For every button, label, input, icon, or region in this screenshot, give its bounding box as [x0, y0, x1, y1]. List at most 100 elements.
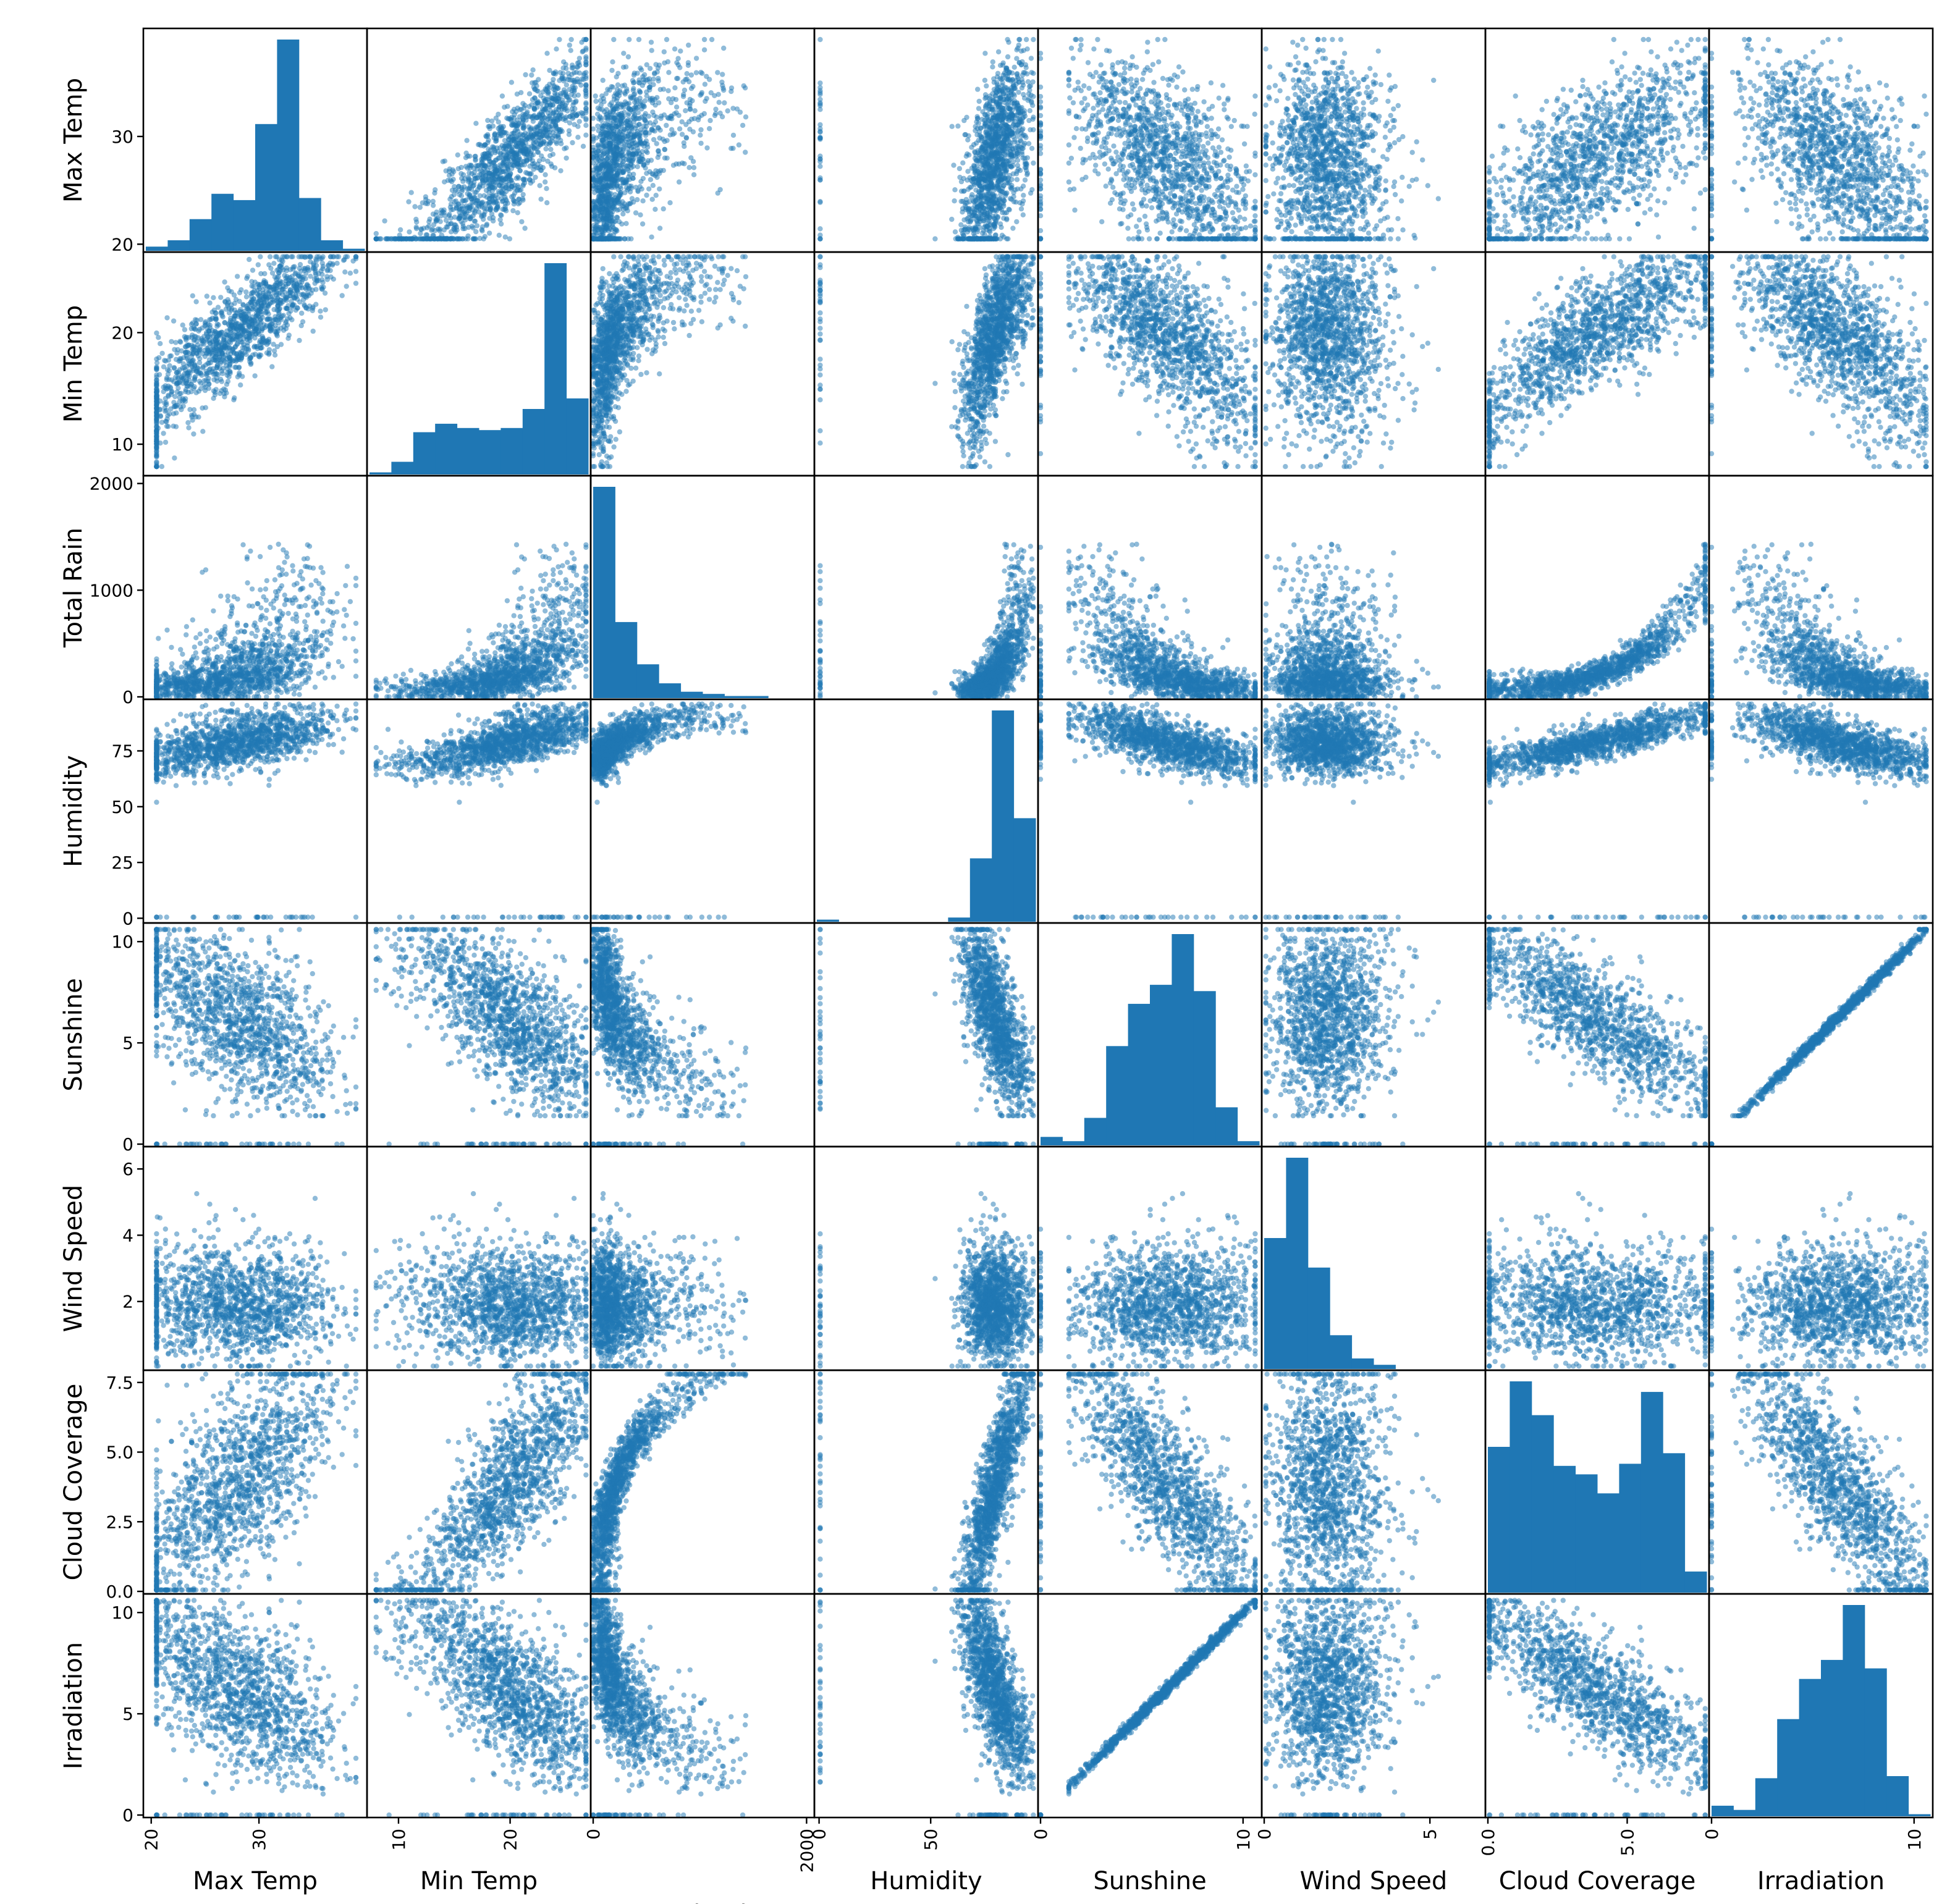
scatter-point	[688, 107, 693, 112]
scatter-point	[1016, 90, 1021, 95]
scatter-point	[1095, 37, 1100, 42]
scatter-point	[460, 221, 465, 226]
scatter-point	[628, 107, 633, 112]
scatter-point	[492, 135, 497, 140]
scatter-point	[1000, 88, 1005, 93]
scatter-point	[698, 133, 703, 138]
scatter-point	[628, 236, 633, 241]
scatter-point	[528, 171, 533, 176]
scatter-point	[442, 159, 447, 164]
scatter-point	[466, 225, 471, 230]
scatter-point	[615, 82, 620, 87]
scatter-point	[611, 225, 616, 230]
scatter-point	[606, 117, 610, 122]
scatter-point	[1209, 116, 1214, 120]
scatter-point	[1237, 227, 1242, 232]
scatter-point	[817, 107, 822, 112]
scatter-point	[709, 37, 714, 42]
scatter-point	[496, 149, 500, 154]
scatter-point	[509, 117, 513, 122]
scatter-point	[668, 132, 673, 137]
scatter-point	[615, 96, 620, 101]
scatter-point	[502, 138, 507, 143]
scatter-point	[731, 133, 736, 138]
scatter-point	[1188, 126, 1193, 131]
scatter-point	[979, 236, 984, 241]
scatter-point	[1222, 101, 1227, 106]
scatter-point	[674, 104, 679, 109]
scatter-point	[558, 168, 563, 173]
scatter-point	[521, 177, 526, 182]
scatter-point	[1021, 92, 1026, 97]
scatter-point	[398, 236, 403, 241]
scatter-point	[1188, 182, 1193, 187]
scatter-point	[997, 196, 1002, 201]
scatter-point	[1003, 170, 1008, 175]
scatter-point	[650, 197, 655, 202]
scatter-point	[641, 176, 646, 181]
scatter-point	[594, 182, 599, 187]
scatter-point	[669, 114, 674, 119]
scatter-point	[976, 221, 981, 226]
scatter-point	[982, 112, 987, 117]
scatter-point	[570, 140, 575, 145]
scatter-point	[691, 172, 696, 177]
scatter-point	[607, 191, 612, 196]
scatter-point	[566, 70, 571, 75]
scatter-point	[583, 62, 588, 67]
scatter-point	[680, 119, 685, 124]
scatter-point	[1014, 113, 1019, 118]
scatter-point	[999, 127, 1004, 132]
scatter-point	[662, 49, 667, 54]
scatter-point	[995, 71, 1000, 76]
scatter-point	[1029, 146, 1034, 151]
scatter-point	[1015, 101, 1020, 106]
scatter-point	[549, 127, 554, 132]
scatter-point	[640, 74, 645, 79]
scatter-point	[640, 221, 645, 226]
scatter-point	[564, 156, 568, 161]
scatter-point	[1029, 56, 1034, 61]
scatter-point	[817, 100, 822, 105]
scatter-point	[540, 112, 545, 117]
scatter-point	[963, 203, 968, 208]
scatter-point	[615, 236, 620, 241]
scatter-point	[683, 108, 688, 113]
scatter-point	[645, 77, 650, 82]
scatter-point	[633, 185, 638, 190]
scatter-cell-max-temp-vs-min-temp	[374, 37, 589, 242]
scatter-point	[504, 162, 509, 167]
scatter-point	[1225, 185, 1230, 190]
scatter-point	[704, 145, 709, 150]
scatter-point	[489, 119, 494, 124]
scatter-point	[635, 164, 640, 169]
scatter-point	[743, 114, 748, 119]
scatter-point	[698, 70, 703, 75]
scatter-point	[630, 196, 635, 201]
scatter-point	[509, 147, 514, 152]
scatter-point	[470, 183, 475, 188]
scatter-point	[543, 179, 547, 184]
scatter-point	[1067, 95, 1072, 100]
scatter-point	[1008, 90, 1013, 95]
scatter-point	[1222, 107, 1227, 112]
scatter-point	[984, 172, 989, 177]
scatter-point	[1137, 217, 1142, 222]
scatter-point	[984, 128, 989, 133]
scatter-point	[643, 130, 648, 135]
scatter-point	[1244, 164, 1249, 169]
scatter-point	[448, 236, 453, 241]
scatter-point	[1004, 190, 1009, 195]
scatter-point	[1021, 213, 1026, 217]
scatter-point	[631, 80, 636, 85]
scatter-point	[953, 229, 958, 234]
scatter-point	[1102, 161, 1107, 166]
scatter-point	[1028, 108, 1032, 113]
scatter-point	[509, 80, 514, 85]
scatter-point	[817, 177, 822, 182]
scatter-point	[567, 128, 572, 133]
scatter-point	[554, 141, 559, 146]
scatter-point	[997, 102, 1002, 107]
scatter-point	[643, 118, 648, 123]
